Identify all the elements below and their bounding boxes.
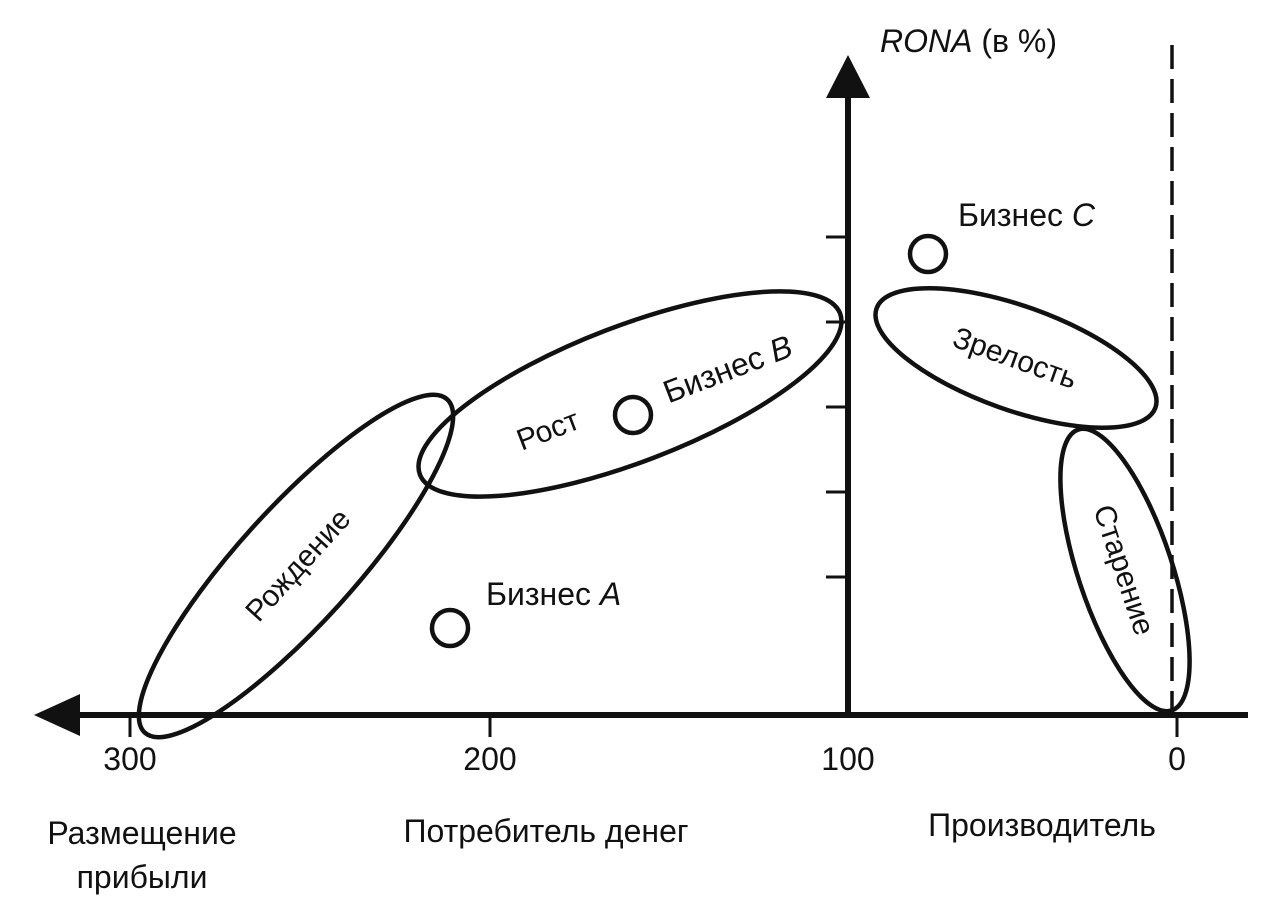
y-axis-ticks xyxy=(826,235,848,579)
birth-ellipse xyxy=(136,392,456,740)
stage-aging-label: Старение xyxy=(1087,501,1161,640)
y-axis-title: RONA (в %) xyxy=(880,23,1057,59)
business-a-prefix: Бизнес xyxy=(486,576,600,612)
zone-profit-line1: Размещение xyxy=(47,815,236,851)
business-a-label: Бизнес A xyxy=(486,576,621,612)
aging-ellipse xyxy=(1058,426,1192,714)
zone-profit-line2: прибыли xyxy=(77,859,208,895)
x-axis-ticks xyxy=(128,715,1179,737)
business-a-marker xyxy=(429,607,471,649)
x-tick-label-100: 100 xyxy=(821,741,874,777)
x-tick-label-200: 200 xyxy=(463,741,516,777)
business-c-marker xyxy=(907,233,949,275)
business-b-prefix: Бизнес xyxy=(658,336,777,410)
y-axis-arrow xyxy=(826,55,870,98)
x-axis-arrow xyxy=(34,694,80,736)
y-axis-title-unit: (в %) xyxy=(972,23,1057,59)
business-c-label: Бизнес C xyxy=(958,197,1096,233)
business-b-marker xyxy=(612,394,654,436)
zone-producer: Производитель xyxy=(928,807,1156,843)
maturity-ellipse xyxy=(873,286,1159,430)
y-axis-title-rona: RONA xyxy=(880,23,972,59)
business-a-letter: A xyxy=(598,576,621,612)
growth-ellipse xyxy=(416,289,844,499)
zone-consumer: Потребитель денег xyxy=(403,813,688,849)
x-tick-label-300: 300 xyxy=(103,741,156,777)
stage-maturity-label: Зрелость xyxy=(948,321,1081,395)
stage-growth-label: Рост xyxy=(512,403,584,457)
business-c-letter: C xyxy=(1072,197,1096,233)
business-c-prefix: Бизнес xyxy=(958,197,1072,233)
x-tick-label-0: 0 xyxy=(1168,741,1186,777)
